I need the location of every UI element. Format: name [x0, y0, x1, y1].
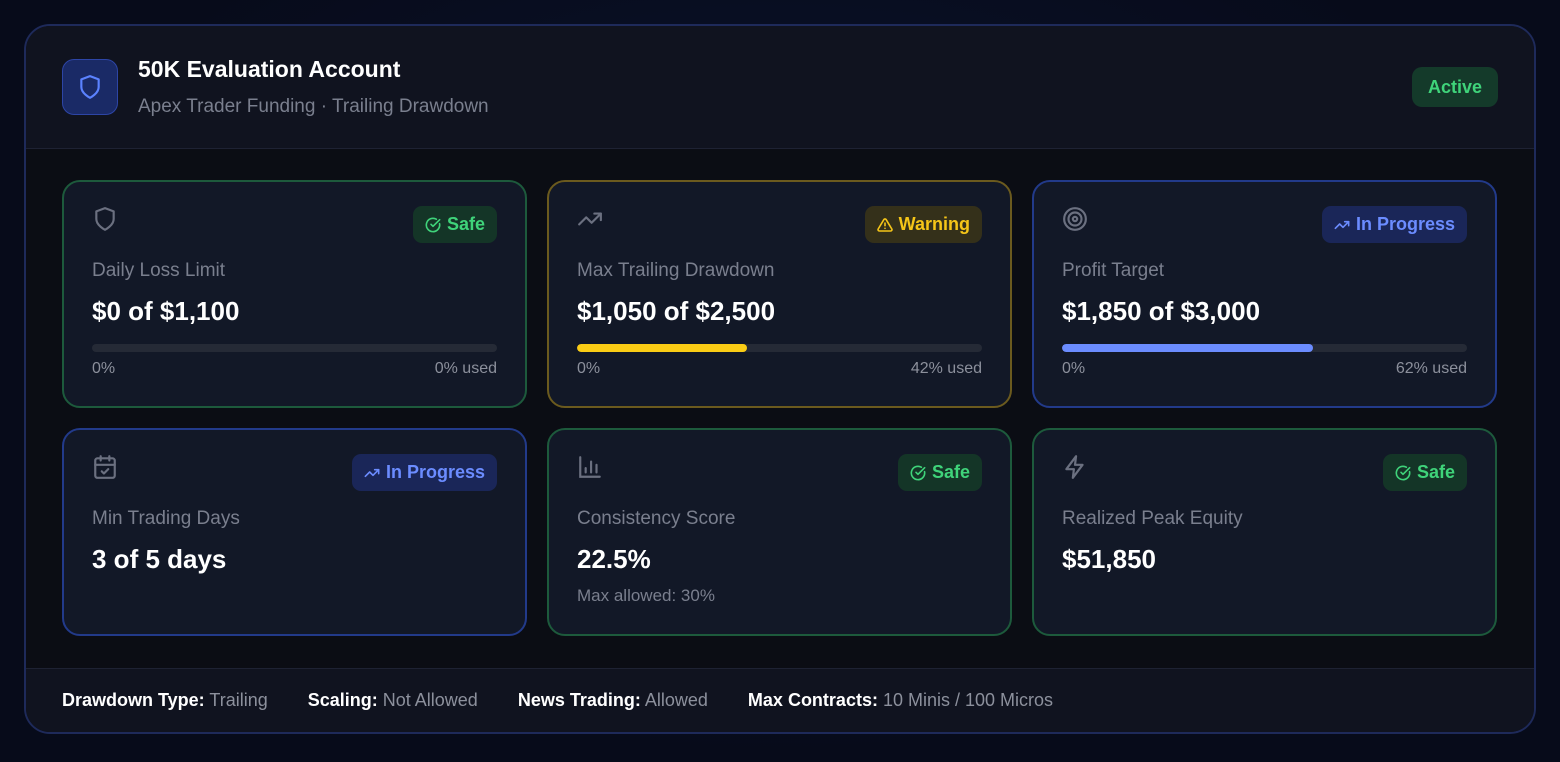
- check-circle-icon: [425, 217, 441, 232]
- card-value: $1,850 of $3,000: [1062, 296, 1261, 326]
- badge-label: In Progress: [385, 462, 485, 482]
- card-value: $1,050 of $2,500: [577, 296, 776, 326]
- card-label: Profit Target: [1062, 260, 1165, 281]
- card-label: Max Trailing Drawdown: [577, 260, 775, 281]
- card-subtext: Max allowed: 30%: [577, 586, 715, 605]
- shield-icon: [62, 59, 118, 115]
- footer-item-drawdown-type: Drawdown Type: Trailing: [62, 690, 268, 711]
- check-circle-icon: [1395, 465, 1411, 480]
- card-value: 3 of 5 days: [92, 544, 227, 574]
- card-label: Daily Loss Limit: [92, 260, 226, 281]
- badge-label: Warning: [898, 214, 970, 234]
- footer-value: 10 Minis / 100 Micros: [882, 690, 1054, 710]
- card-value: $0 of $1,100: [92, 296, 240, 326]
- progress-min: 0%: [1062, 360, 1086, 377]
- trending-up-icon: [364, 468, 380, 477]
- card-value: $51,850: [1062, 544, 1156, 574]
- footer-value: Allowed: [644, 690, 708, 710]
- footer-key: Max Contracts:: [747, 690, 878, 710]
- status-badge: Warning: [864, 206, 982, 243]
- card-label: Consistency Score: [577, 508, 736, 529]
- progress-used: 42% used: [910, 360, 982, 377]
- card-label: Realized Peak Equity: [1062, 508, 1243, 529]
- card-value: 22.5%: [577, 544, 651, 574]
- calendar-check-icon: [92, 454, 118, 480]
- status-badge: Safe: [897, 454, 982, 491]
- footer-value: Trailing: [209, 690, 268, 710]
- progress-bar: [577, 344, 982, 352]
- progress-min: 0%: [577, 360, 601, 377]
- status-badge: In Progress: [351, 454, 497, 491]
- card-realized-peak-equity[interactable]: Safe Realized Peak Equity $51,850: [1032, 428, 1497, 636]
- account-subtitle: Apex Trader Funding · Trailing Drawdown: [138, 96, 489, 117]
- badge-label: Safe: [931, 462, 970, 482]
- progress-bar: [1062, 344, 1467, 352]
- lightning-icon: [1062, 454, 1088, 480]
- card-profit-target[interactable]: In Progress Profit Target $1,850 of $3,0…: [1032, 180, 1497, 408]
- card-max-trailing-drawdown[interactable]: Warning Max Trailing Drawdown $1,050 of …: [547, 180, 1012, 408]
- progress-used: 62% used: [1395, 360, 1467, 377]
- footer-item-scaling: Scaling: Not Allowed: [308, 690, 478, 711]
- card-daily-loss-limit[interactable]: Safe Daily Loss Limit $0 of $1,100 0% 0%…: [62, 180, 527, 408]
- check-circle-icon: [910, 465, 926, 480]
- footer-value: Not Allowed: [382, 690, 478, 710]
- progress-used: 0% used: [434, 360, 497, 377]
- progress-bar: [92, 344, 497, 352]
- shield-icon: [92, 206, 118, 232]
- target-icon: [1062, 206, 1088, 232]
- badge-label: Safe: [1416, 462, 1455, 482]
- trending-up-icon: [577, 206, 603, 232]
- card-consistency-score[interactable]: Safe Consistency Score 22.5% Max allowed…: [547, 428, 1012, 636]
- badge-label: Safe: [446, 214, 485, 234]
- footer-key: Scaling:: [307, 690, 378, 710]
- footer-key: Drawdown Type:: [62, 690, 205, 710]
- account-header: 50K Evaluation Account Apex Trader Fundi…: [26, 26, 1534, 149]
- footer-key: News Trading:: [517, 690, 641, 710]
- card-label: Min Trading Days: [92, 508, 240, 529]
- warning-triangle-icon: [876, 217, 893, 232]
- status-badge: Safe: [412, 206, 497, 243]
- progress-min: 0%: [92, 360, 116, 377]
- footer-item-news-trading: News Trading: Allowed: [518, 690, 708, 711]
- card-min-trading-days[interactable]: In Progress Min Trading Days 3 of 5 days: [62, 428, 527, 636]
- footer-item-max-contracts: Max Contracts: 10 Minis / 100 Micros: [748, 690, 1053, 711]
- status-badge: Active: [1411, 67, 1498, 107]
- bar-chart-icon: [577, 454, 603, 480]
- account-title: 50K Evaluation Account: [138, 56, 401, 82]
- badge-label: In Progress: [1355, 214, 1455, 234]
- account-rules-footer: Drawdown Type: Trailing Scaling: Not All…: [26, 668, 1534, 732]
- trending-up-icon: [1334, 220, 1350, 229]
- account-card: 50K Evaluation Account Apex Trader Fundi…: [24, 24, 1536, 734]
- status-badge: Safe: [1382, 454, 1467, 491]
- status-badge: In Progress: [1321, 206, 1467, 243]
